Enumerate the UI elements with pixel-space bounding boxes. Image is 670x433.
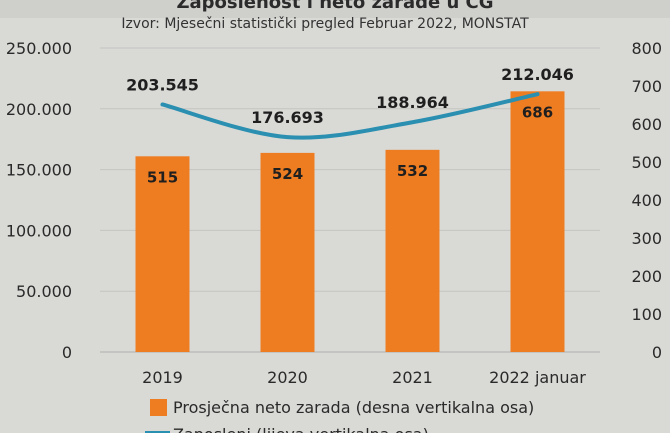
left-tick-label: 50.000	[16, 282, 72, 301]
right-tick-label: 300	[631, 229, 662, 248]
right-tick-label: 600	[631, 115, 662, 134]
bar	[385, 149, 440, 352]
line-value-label: 203.545	[126, 75, 199, 94]
chart-subtitle: Izvor: Mjesečni statistički pregled Febr…	[121, 16, 529, 32]
right-tick-label: 100	[631, 305, 662, 324]
legend: Prosječna neto zarada (desna vertikalna …	[145, 398, 534, 433]
right-tick-label: 700	[631, 77, 662, 96]
line-value-label: 188.964	[376, 93, 449, 112]
right-tick-label: 0	[652, 343, 662, 362]
line-value-label: 212.046	[501, 65, 574, 84]
category-label: 2021	[392, 368, 433, 387]
category-label: 2022 januar	[489, 368, 586, 387]
bar	[260, 152, 315, 352]
left-tick-label: 150.000	[6, 161, 72, 180]
left-tick-label: 250.000	[6, 39, 72, 58]
category-label: 2020	[267, 368, 308, 387]
right-axis: 0 100 200 300 400 500 600 700 800	[631, 39, 662, 362]
bar	[135, 156, 190, 352]
category-label: 2019	[142, 368, 183, 387]
left-tick-label: 200.000	[6, 100, 72, 119]
left-tick-label: 100.000	[6, 221, 72, 240]
left-tick-label: 0	[62, 343, 72, 362]
series-line	[160, 92, 540, 140]
right-tick-label: 800	[631, 39, 662, 58]
bar-value-label: 532	[397, 162, 428, 180]
right-tick-label: 400	[631, 191, 662, 210]
right-tick-label: 200	[631, 267, 662, 286]
legend-label-line: Zaposleni (lijeva vertikalna osa)	[173, 425, 429, 433]
line-value-label: 176.693	[251, 108, 324, 127]
legend-swatch-bar	[150, 399, 167, 416]
legend-label-bar: Prosječna neto zarada (desna vertikalna …	[173, 398, 534, 417]
bar-value-label: 515	[147, 168, 178, 186]
right-tick-label: 500	[631, 153, 662, 172]
line-series: 203.545 176.693 188.964 212.046	[126, 65, 574, 140]
bar-series: 515 524 532 686	[135, 91, 565, 352]
bar-value-label: 524	[272, 165, 303, 183]
bar-value-label: 686	[522, 103, 553, 121]
bar	[510, 91, 565, 352]
chart-title: Zaposlenost i neto zarade u CG	[176, 0, 493, 13]
category-axis: 2019 2020 2021 2022 januar	[142, 368, 586, 387]
left-axis: 0 50.000 100.000 150.000 200.000 250.000	[6, 39, 72, 362]
